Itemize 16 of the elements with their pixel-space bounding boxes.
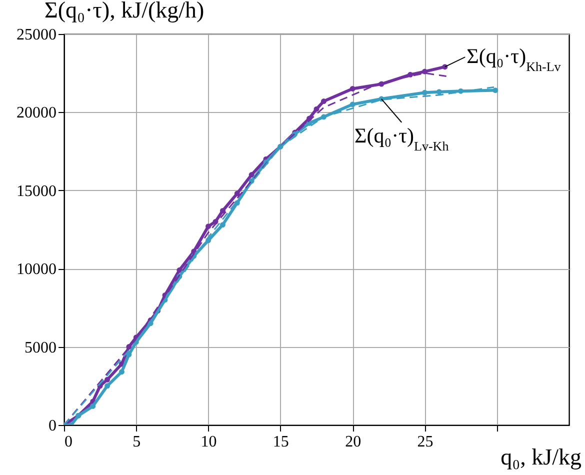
x-tick-label: 25 [417,434,434,450]
x-axis-title: q₀, kJ/kg [500,444,582,470]
y-tick-label: 15000 [16,182,56,200]
x-tick-label: 5 [132,434,141,450]
y-tick-label: 20000 [16,104,56,122]
y-tick-label: 10000 [16,261,56,278]
y-tick-label: 5000 [24,339,56,356]
x-tick-label: 20 [345,434,362,450]
y-axis-title: Σ(q₀·τ), kJ/(kg/h) [44,0,204,22]
x-tick-label: 15 [272,434,289,450]
y-tick-label: 25000 [16,26,56,44]
series-label: Σ(q₀·τ)$_{Lv-Kh}$ [354,123,450,153]
y-tick-label: 0 [48,418,56,434]
x-tick-label: 10 [200,434,217,450]
x-tick-label: 0 [64,434,72,450]
series-label: Σ(q₀·τ)$_{Kh-Lv}$ [466,44,562,74]
